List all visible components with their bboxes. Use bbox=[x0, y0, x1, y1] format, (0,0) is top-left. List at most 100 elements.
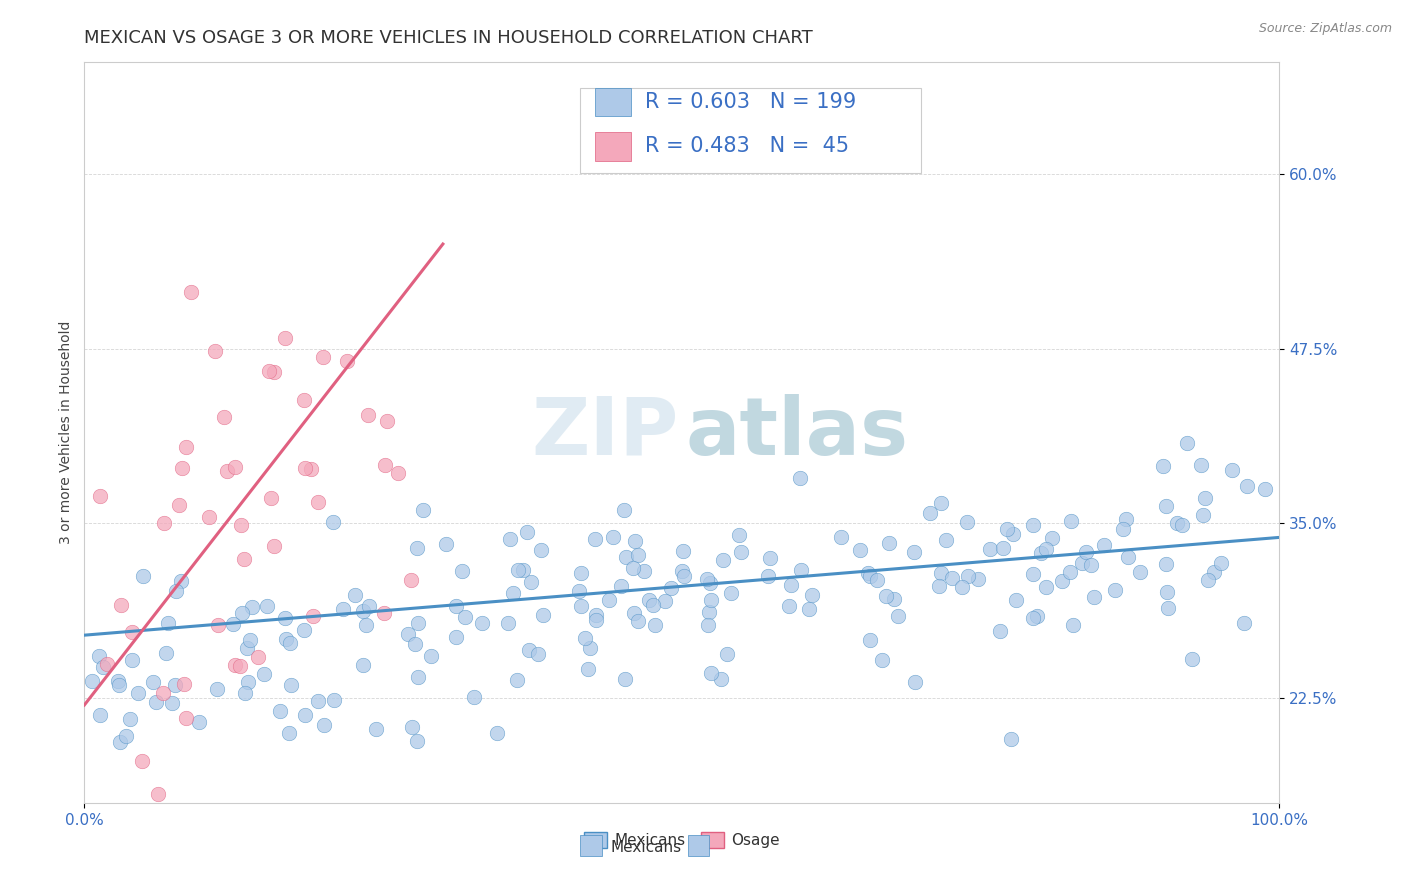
Point bbox=[174, 711, 197, 725]
Point bbox=[1154, 557, 1177, 571]
Point bbox=[568, 584, 591, 599]
Point bbox=[374, 458, 396, 472]
Bar bbox=[595, 132, 630, 161]
Point bbox=[401, 720, 423, 734]
Point bbox=[574, 631, 596, 645]
Point bbox=[613, 503, 636, 517]
Point bbox=[373, 606, 395, 620]
Point bbox=[699, 592, 721, 607]
Point bbox=[263, 365, 285, 379]
Point bbox=[357, 408, 380, 422]
Point bbox=[585, 613, 607, 627]
Point bbox=[278, 726, 301, 740]
Point bbox=[108, 735, 131, 749]
Point bbox=[520, 574, 543, 589]
Point bbox=[1236, 479, 1258, 493]
Point bbox=[700, 665, 723, 680]
Point bbox=[1050, 574, 1073, 589]
Point bbox=[576, 662, 599, 676]
Point bbox=[336, 354, 359, 368]
Point bbox=[312, 350, 335, 364]
Point bbox=[238, 632, 260, 647]
Point bbox=[434, 537, 457, 551]
Point bbox=[471, 616, 494, 631]
Point bbox=[280, 636, 302, 650]
Point bbox=[627, 615, 650, 629]
Point bbox=[1026, 608, 1049, 623]
Point bbox=[1115, 512, 1137, 526]
Point bbox=[1154, 499, 1177, 513]
Point bbox=[276, 632, 298, 646]
Point bbox=[583, 532, 606, 546]
Point bbox=[420, 649, 443, 664]
Point bbox=[720, 585, 742, 599]
Point bbox=[569, 566, 592, 581]
Point bbox=[207, 618, 229, 632]
Point bbox=[1059, 565, 1081, 579]
Point bbox=[1002, 526, 1025, 541]
Point bbox=[1080, 558, 1102, 572]
Point bbox=[110, 599, 132, 613]
Point bbox=[274, 611, 297, 625]
Point bbox=[517, 642, 540, 657]
Point bbox=[569, 599, 592, 613]
Point bbox=[780, 577, 803, 591]
Point bbox=[145, 695, 167, 709]
Point bbox=[352, 657, 374, 672]
Point bbox=[188, 714, 211, 729]
Point bbox=[399, 573, 422, 587]
Text: atlas: atlas bbox=[686, 393, 908, 472]
Point bbox=[204, 344, 226, 359]
Point bbox=[1031, 546, 1053, 560]
Point bbox=[387, 467, 409, 481]
Point bbox=[935, 533, 957, 548]
Point bbox=[173, 677, 195, 691]
Point bbox=[531, 607, 554, 622]
Point bbox=[709, 672, 731, 686]
Point bbox=[1157, 600, 1180, 615]
Point bbox=[530, 543, 553, 558]
Point bbox=[1035, 541, 1057, 556]
Point bbox=[1192, 508, 1215, 522]
Point bbox=[696, 572, 718, 586]
Point bbox=[508, 563, 530, 577]
Point bbox=[131, 754, 153, 768]
Point bbox=[1022, 518, 1045, 533]
Point bbox=[142, 674, 165, 689]
Point bbox=[165, 822, 187, 836]
Point bbox=[269, 705, 291, 719]
Point bbox=[875, 589, 897, 603]
Point bbox=[512, 563, 534, 577]
Point bbox=[967, 573, 990, 587]
Point bbox=[931, 566, 953, 580]
FancyBboxPatch shape bbox=[581, 88, 921, 173]
Point bbox=[697, 605, 720, 619]
Point bbox=[87, 649, 110, 664]
Point bbox=[162, 697, 184, 711]
Point bbox=[730, 545, 752, 559]
Point bbox=[233, 552, 256, 566]
Point bbox=[454, 610, 477, 624]
Point bbox=[799, 601, 821, 615]
Point bbox=[153, 516, 176, 530]
Point bbox=[247, 650, 270, 665]
Point bbox=[292, 393, 315, 408]
Point bbox=[728, 528, 751, 542]
Point bbox=[1156, 584, 1178, 599]
Point bbox=[1004, 593, 1026, 607]
Point bbox=[1171, 518, 1194, 533]
Point bbox=[235, 686, 257, 700]
Point bbox=[672, 544, 695, 558]
Y-axis label: 3 or more Vehicles in Household: 3 or more Vehicles in Household bbox=[59, 321, 73, 544]
Point bbox=[354, 618, 377, 632]
Point bbox=[260, 491, 283, 505]
Point bbox=[485, 726, 508, 740]
Point bbox=[89, 707, 111, 722]
Point bbox=[585, 608, 607, 623]
Point bbox=[638, 592, 661, 607]
Point bbox=[800, 588, 823, 602]
Bar bbox=[688, 836, 710, 856]
Point bbox=[366, 722, 388, 736]
Point bbox=[941, 571, 963, 585]
Point bbox=[624, 533, 647, 548]
